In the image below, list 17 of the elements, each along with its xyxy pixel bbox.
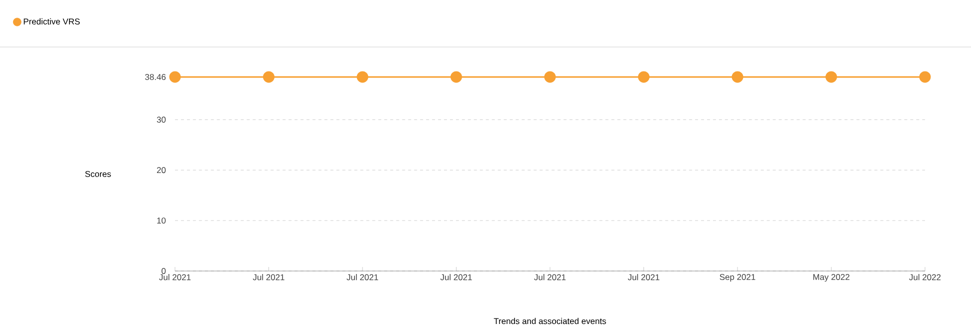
x-tick-label: Jul 2021 bbox=[252, 274, 284, 280]
x-tick-label: Jul 2022 bbox=[909, 274, 941, 280]
x-tick-label: Jul 2021 bbox=[440, 274, 472, 280]
y-axis-title: Scores bbox=[85, 171, 111, 177]
x-axis-title: Trends and associated events bbox=[494, 318, 606, 324]
x-tick-label: Jul 2021 bbox=[346, 274, 378, 280]
x-tick-label: May 2022 bbox=[813, 274, 850, 282]
y-tick-label: 38.46 bbox=[145, 74, 166, 80]
y-tick-label: 0 bbox=[162, 268, 166, 274]
x-tick-label: Jul 2021 bbox=[534, 274, 566, 280]
x-tick-label: Jul 2021 bbox=[628, 274, 660, 280]
y-tick-label: 10 bbox=[157, 218, 166, 224]
y-tick-label: 20 bbox=[156, 167, 166, 174]
x-tick-label: Jul 2021 bbox=[159, 274, 191, 280]
x-tick-label: Sep 2021 bbox=[720, 274, 756, 282]
y-tick-label: 30 bbox=[156, 116, 166, 123]
legend-label: Predictive VRS bbox=[24, 18, 80, 25]
